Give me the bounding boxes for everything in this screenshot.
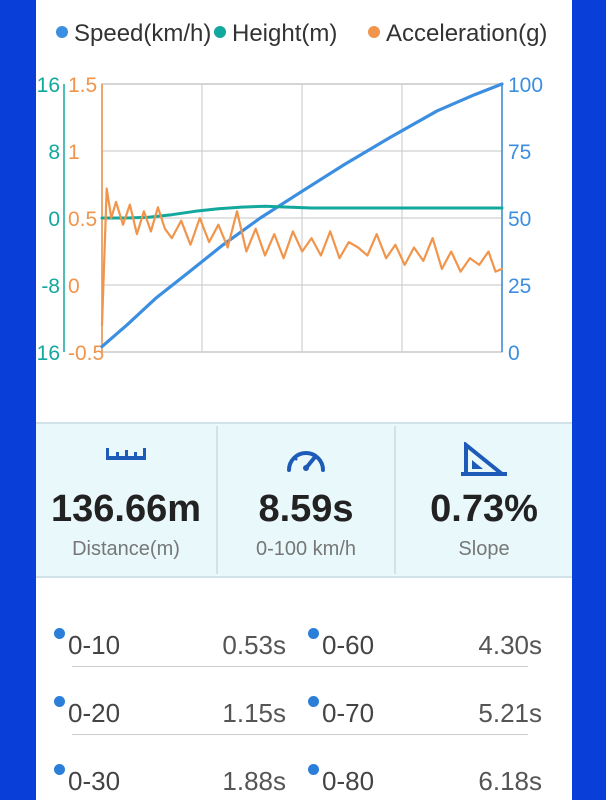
distance-label: Distance(m) xyxy=(72,538,180,560)
height-legend-dot xyxy=(214,26,226,38)
slope-value: 0.73% xyxy=(430,488,538,530)
split-dot xyxy=(308,696,319,707)
split-dot xyxy=(54,696,65,707)
acceleration-tick-label: -0.5 xyxy=(68,342,104,365)
row-divider xyxy=(72,666,528,667)
legend-speed: Speed(km/h) xyxy=(74,20,212,47)
height-tick-label: 8 xyxy=(48,141,60,164)
speed-tick-label: 25 xyxy=(508,275,531,298)
height-tick-label: 16 xyxy=(37,74,60,97)
legend-height: Height(m) xyxy=(232,20,338,47)
split-time: 6.18s xyxy=(478,766,542,796)
height-tick-label: 0 xyxy=(48,208,60,231)
acceleration-line xyxy=(100,187,504,327)
split-range: 0-10 xyxy=(68,630,121,660)
acceleration-time-stat: 8.59s 0-100 km/h xyxy=(218,424,394,576)
split-row: 0-70 5.21s xyxy=(308,694,542,738)
slope-icon xyxy=(461,440,508,483)
split-dot xyxy=(54,764,65,775)
slope-label: Slope xyxy=(458,538,510,560)
acceleration-tick-label: 0.5 xyxy=(68,208,97,231)
split-range: 0-60 xyxy=(322,630,375,660)
split-range: 0-30 xyxy=(68,766,121,796)
accel-legend-dot xyxy=(368,26,380,38)
stats-divider xyxy=(394,426,396,574)
distance-stat: 136.66m Distance(m) xyxy=(36,424,216,576)
split-range: 0-70 xyxy=(322,698,375,728)
split-dot xyxy=(54,628,65,639)
speed-chart: 16 8 0 -8 -16 1.5 1 0.5 0 -0.5 100 75 50 25 0 xyxy=(36,74,543,365)
speed-tick-label: 75 xyxy=(508,141,531,164)
split-dot xyxy=(308,628,319,639)
slope-stat: 0.73% Slope xyxy=(396,424,572,576)
split-row: 0-30 1.88s xyxy=(54,762,286,800)
speed-line xyxy=(100,82,504,349)
speedometer-icon xyxy=(284,442,328,481)
acceleration-time-label: 0-100 km/h xyxy=(255,538,357,560)
acceleration-time-value: 8.59s xyxy=(258,488,354,530)
split-time: 4.30s xyxy=(478,630,542,660)
chart-legend: Speed(km/h) Height(m) Acceleration(g) xyxy=(36,14,572,54)
split-row: 0-10 0.53s xyxy=(54,626,286,670)
ruler-icon xyxy=(103,442,149,471)
split-time: 5.21s xyxy=(478,698,542,728)
height-tick-label: -16 xyxy=(36,342,60,365)
speed-tick-label: 100 xyxy=(508,74,543,97)
split-time: 1.88s xyxy=(222,766,286,796)
height-tick-label: -8 xyxy=(41,275,60,298)
split-dot xyxy=(308,764,319,775)
split-range: 0-20 xyxy=(68,698,121,728)
split-time: 1.15s xyxy=(222,698,286,728)
split-row: 0-60 4.30s xyxy=(308,626,542,670)
distance-value: 136.66m xyxy=(50,488,201,530)
acceleration-tick-label: 1 xyxy=(68,141,80,164)
app-screen: Speed(km/h) Height(m) Acceleration(g) 16… xyxy=(36,0,572,800)
speed-tick-label: 0 xyxy=(508,342,520,365)
stats-panel: 136.66m Distance(m) 8.59s 0-100 km/h xyxy=(36,422,572,578)
acceleration-tick-label: 0 xyxy=(68,275,80,298)
split-time: 0.53s xyxy=(222,630,286,660)
acceleration-tick-label: 1.5 xyxy=(68,74,97,97)
legend-acceleration: Acceleration(g) xyxy=(386,20,548,47)
speed-legend-dot xyxy=(56,26,68,38)
split-row: 0-80 6.18s xyxy=(308,762,542,800)
speed-tick-label: 50 xyxy=(508,208,531,231)
split-times-list: 0-10 0.53s 0-60 4.30s 0-20 1.15s 0-70 5.… xyxy=(36,576,572,800)
split-range: 0-80 xyxy=(322,766,375,796)
row-divider xyxy=(72,734,528,735)
stats-divider xyxy=(216,426,218,574)
split-row: 0-20 1.15s xyxy=(54,694,286,738)
